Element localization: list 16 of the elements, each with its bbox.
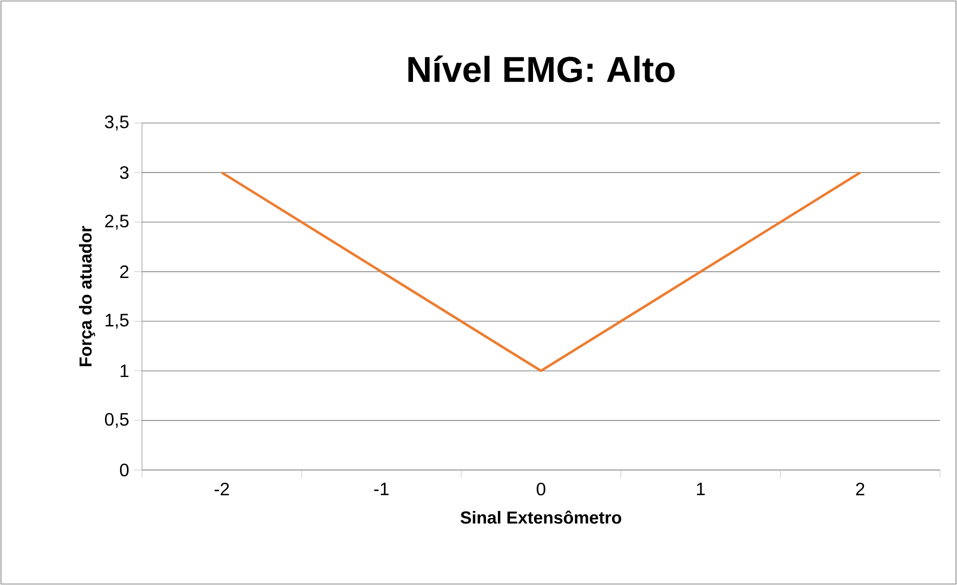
y-tick-label: 1,5 — [106, 314, 129, 329]
y-tick-label: 0,5 — [104, 412, 129, 428]
y-tick-label: 1 — [120, 364, 128, 378]
x-tick-label: 2 — [856, 482, 864, 496]
x-tick-label: -2 — [214, 482, 229, 496]
chart-title: Nível EMG: Alto — [408, 56, 675, 82]
y-axis-title: Força do atuador — [78, 226, 96, 366]
y-tick-label: 0 — [120, 464, 129, 476]
y-tick-label: 2 — [120, 265, 128, 278]
y-tick-label: 2,5 — [105, 214, 129, 230]
x-tick-label: 1 — [696, 482, 705, 496]
y-tick-label: 3 — [120, 166, 129, 179]
x-tick-label: 0 — [536, 482, 546, 496]
x-axis-title: Sinal Extensômetro — [460, 510, 622, 524]
x-tick-label: -1 — [374, 482, 389, 496]
y-tick-label: 3,5 — [104, 116, 129, 130]
